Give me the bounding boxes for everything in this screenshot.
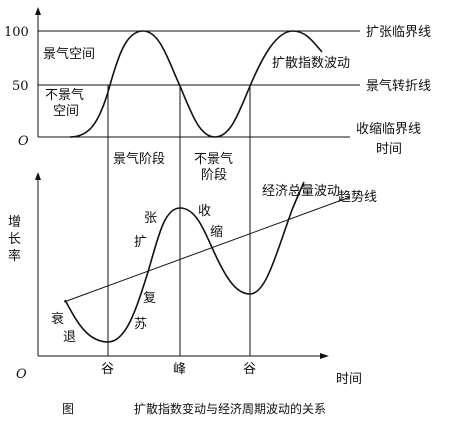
bottom-x-axis-label: 时间 xyxy=(336,372,362,387)
recovery-label-1: 复 xyxy=(143,291,156,306)
non-boom-phase-label-1: 不景气 xyxy=(194,151,233,167)
x-marker-trough-1: 谷 xyxy=(101,362,114,377)
bottom-x-axis-arrow xyxy=(320,353,329,359)
y-tick-100: 100 xyxy=(4,25,29,40)
expansion-label-2: 扩 xyxy=(134,235,147,250)
expansion-label-1: 张 xyxy=(144,211,157,226)
diffusion-index-curve xyxy=(69,30,323,138)
caption-prefix: 图 xyxy=(62,402,74,416)
bottom-y-axis-arrow xyxy=(35,172,41,180)
x-marker-peak: 峰 xyxy=(173,362,186,377)
expansion-critical-label: 扩张临界线 xyxy=(366,25,431,40)
trend-line-label: 趋势线 xyxy=(338,189,377,205)
bottom-panel: O 增 长 率 趋势线 经济总量波动 衰 退 复 苏 张 扩 收 缩 谷 峰 谷… xyxy=(8,172,377,387)
trend-line xyxy=(63,196,351,303)
boom-zone-label: 景气空间 xyxy=(43,46,95,62)
top-y-axis-arrow xyxy=(35,7,41,15)
diffusion-curve-label: 扩散指数波动 xyxy=(272,56,350,71)
boom-phase-label: 景气阶段 xyxy=(113,151,165,167)
non-boom-zone-label-2: 空间 xyxy=(53,104,79,119)
caption-title: 扩散指数变动与经济周期波动的关系 xyxy=(134,401,326,416)
turning-line-label: 景气转折线 xyxy=(366,78,431,94)
contraction-label-1: 收 xyxy=(198,204,211,219)
recovery-label-2: 苏 xyxy=(134,316,147,332)
recession-label-2: 退 xyxy=(63,330,76,345)
non-boom-phase-label-2: 阶段 xyxy=(201,168,227,183)
bottom-origin-label: O xyxy=(16,367,27,382)
top-panel: 100 50 O 扩张临界线 景气转折线 收缩临界线 时间 扩散指数波动 景气空… xyxy=(4,7,431,157)
cycle-phase-guides xyxy=(107,85,251,356)
growth-rate-label-char-3: 率 xyxy=(8,248,21,264)
non-boom-zone-label-1: 不景气 xyxy=(45,87,84,103)
contraction-label-2: 缩 xyxy=(210,224,223,240)
economic-curve-label: 经济总量波动 xyxy=(262,184,340,199)
recession-label-1: 衰 xyxy=(51,311,64,327)
economic-output-curve xyxy=(64,181,305,343)
contraction-critical-label: 收缩临界线 xyxy=(356,121,421,137)
y-tick-50: 50 xyxy=(12,79,29,94)
growth-rate-label-char-2: 长 xyxy=(8,232,21,247)
top-x-axis-label: 时间 xyxy=(376,142,402,157)
x-marker-trough-2: 谷 xyxy=(243,362,256,377)
top-origin-label: O xyxy=(18,134,29,149)
growth-rate-label-char-1: 增 xyxy=(8,215,21,230)
